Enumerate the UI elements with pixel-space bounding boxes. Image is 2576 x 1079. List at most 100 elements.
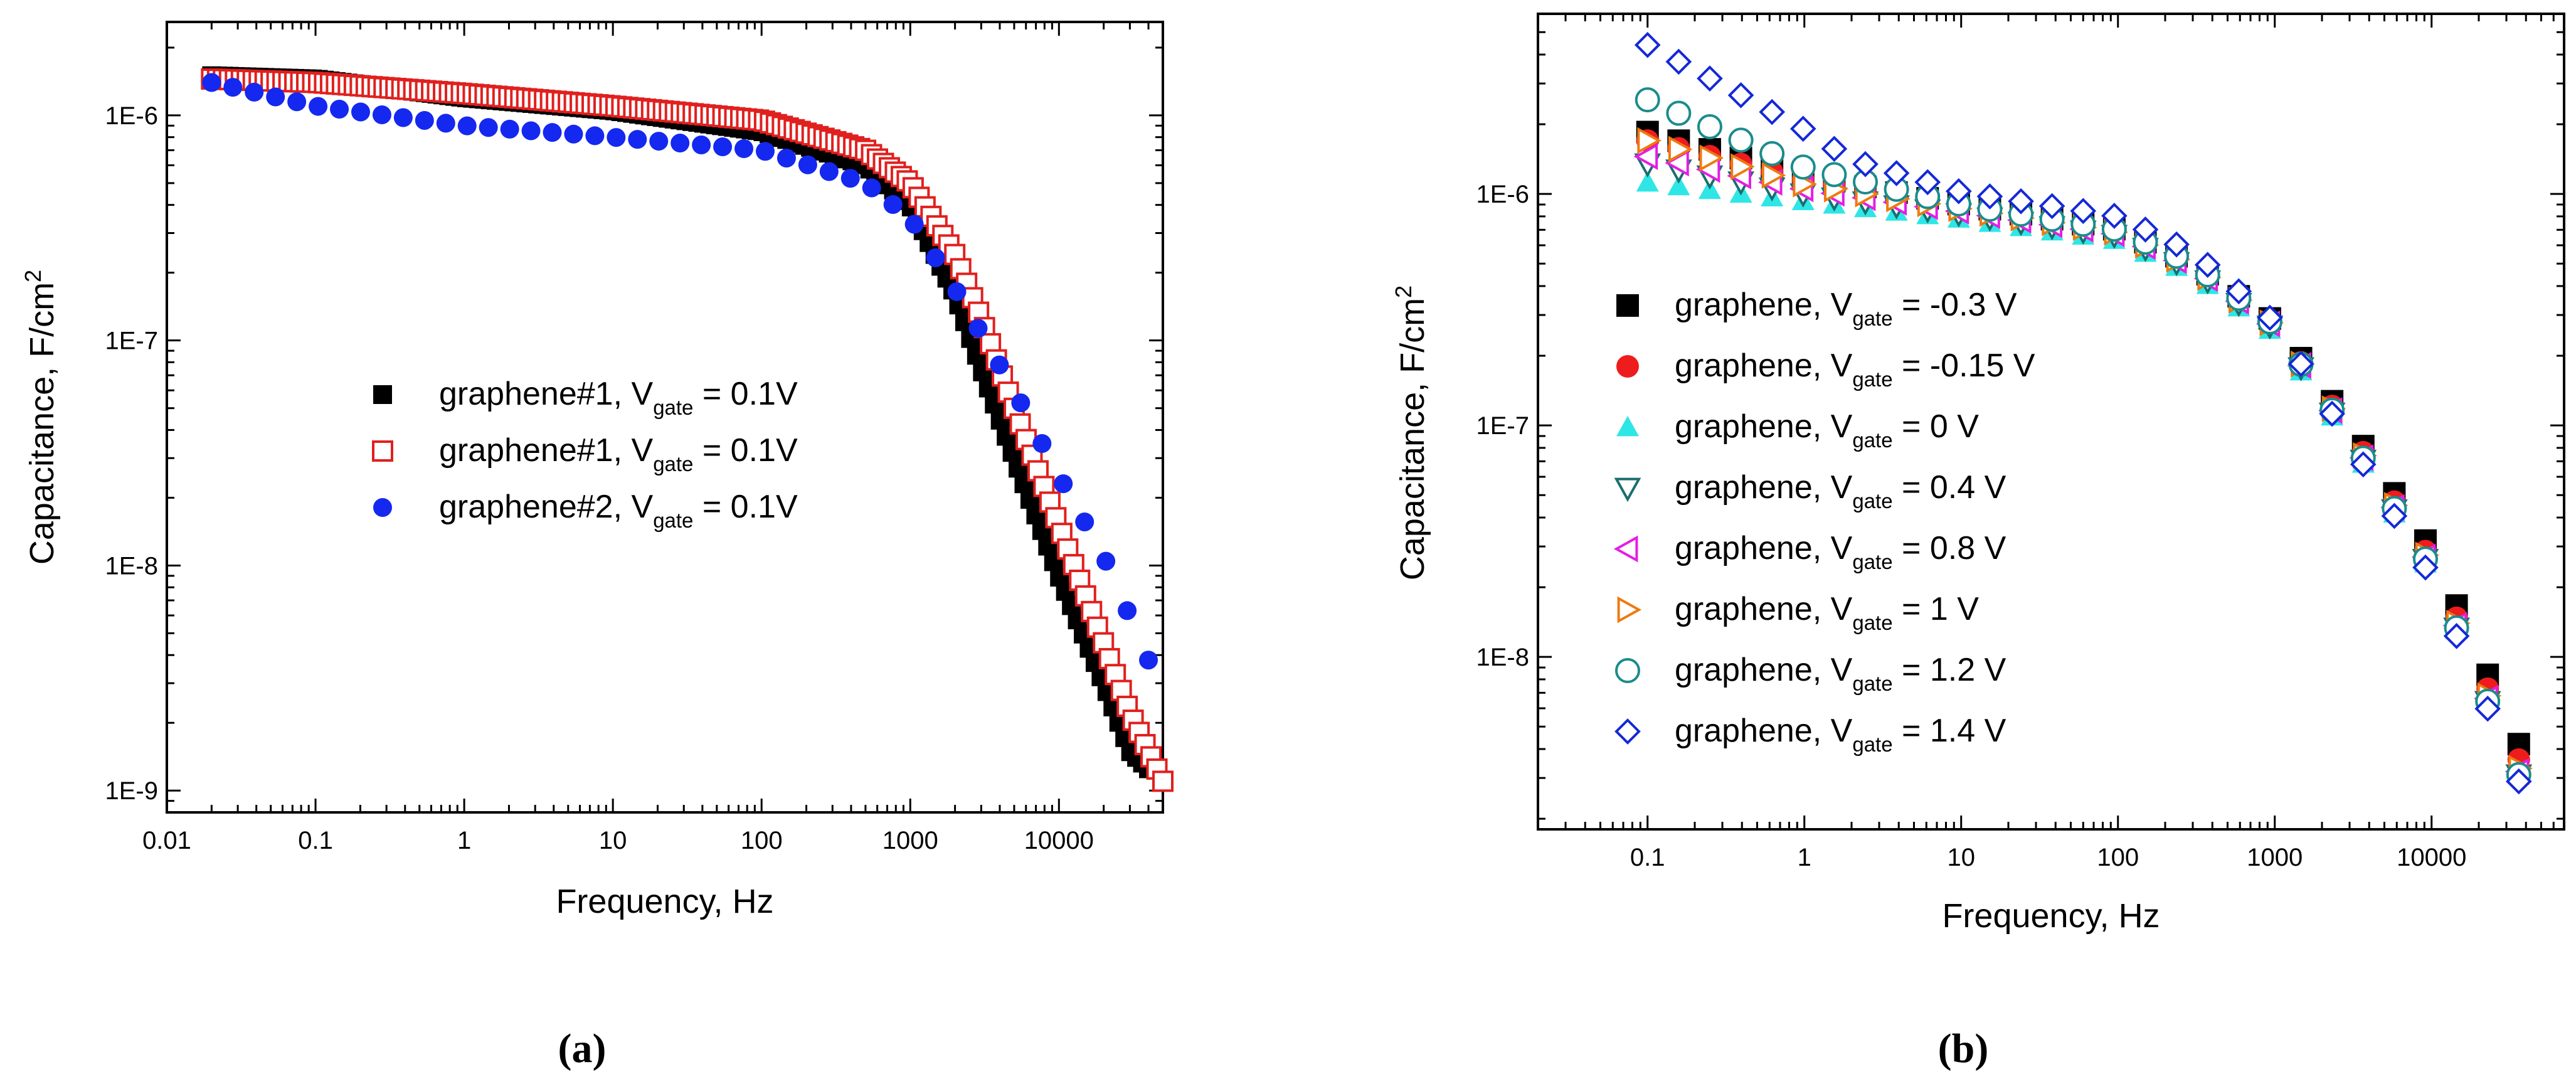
data-point [309, 97, 328, 116]
y-tick-label: 1E-7 [1476, 412, 1530, 440]
data-point [1032, 434, 1052, 454]
panel-a-chart: 0.01 0.1 1 10 100 1000 10000 1E-9 1E-8 1E-7 1E-6 g… [20, 21, 1174, 1071]
series-2-points [201, 68, 1174, 792]
legend-marker-2 [372, 440, 393, 462]
data-point [1096, 551, 1116, 571]
data-point [607, 128, 626, 147]
y-tick-label: 1E-6 [105, 102, 159, 130]
legend-label-7: graphene, Vgate = 1.2 V [1675, 652, 2006, 695]
data-point [1761, 162, 1786, 189]
data-point [1914, 169, 1941, 196]
legend-label-name: graphene#1, V [439, 376, 653, 412]
legend-label-name: graphene, V [1675, 652, 1853, 688]
legend-label-subscript: gate [1852, 489, 1892, 513]
data-point [521, 121, 541, 141]
data-point [1731, 153, 1755, 181]
x-tick-label: 0.1 [1630, 844, 1665, 871]
data-point [1139, 651, 1158, 670]
data-point [1667, 174, 1690, 196]
data-point [798, 155, 817, 174]
panel-a-label: (a) [558, 1026, 607, 1071]
panel-a-data-marks [201, 66, 1174, 792]
data-point [1633, 143, 1658, 171]
data-point [1697, 65, 1723, 92]
legend-label-value: = 0 V [1893, 408, 1980, 445]
x-tick-label: 1000 [2247, 844, 2303, 871]
data-point [2225, 278, 2252, 305]
data-point [2101, 203, 2128, 229]
legend-label-3: graphene, Vgate = 0 V [1675, 408, 1979, 452]
data-point [1759, 98, 1786, 125]
data-point [393, 108, 413, 127]
legend-label-4: graphene, Vgate = 0.4 V [1675, 469, 2006, 513]
data-point [1075, 512, 1095, 531]
data-point [1666, 100, 1692, 126]
legend-label-subscript: gate [1852, 550, 1892, 573]
data-point [1789, 115, 1816, 142]
legend-label-value: = 0.4 V [1893, 469, 2006, 506]
data-point [436, 114, 455, 133]
panel-a-label-text: (a) [558, 1026, 607, 1071]
x-tick-label: 10000 [1024, 827, 1094, 854]
legend-label-2: graphene, Vgate = -0.15 V [1675, 348, 2035, 391]
legend-label-name: graphene#1, V [439, 432, 653, 469]
data-point [1665, 48, 1692, 75]
series-8-points [1634, 31, 2532, 795]
legend-label-subscript: gate [653, 396, 693, 419]
legend-label-name: graphene, V [1675, 469, 1853, 506]
panel-b-data-marks [1633, 31, 2533, 795]
data-point [1152, 770, 1174, 792]
legend-label-value: = 1.2 V [1893, 652, 2006, 688]
panel-b-chart: 0.1 1 10 100 1000 10000 1E-8 1E-7 1E-6 graphene,… [1391, 13, 2565, 1071]
legend-label-value: = -0.15 V [1893, 348, 2035, 384]
data-point [1883, 160, 1910, 186]
legend-label-5: graphene, Vgate = 0.8 V [1675, 530, 2006, 573]
legend-label-name: graphene, V [1675, 530, 1853, 566]
legend-label-subscript: gate [1852, 733, 1892, 756]
legend-marker-7 [1615, 658, 1640, 683]
legend-label-subscript: gate [1852, 368, 1892, 391]
legend-marker-5 [1613, 535, 1638, 563]
data-point [944, 243, 966, 265]
data-point [223, 78, 243, 97]
data-point [564, 124, 583, 144]
legend-label-subscript: gate [1852, 428, 1892, 452]
data-point [947, 282, 967, 301]
legend-marker-4 [1614, 477, 1641, 502]
data-point [755, 142, 775, 161]
legend-marker-8 [1614, 718, 1641, 745]
data-point [2287, 351, 2314, 377]
legend-marker-2 [1616, 355, 1639, 378]
legend-label-value: = 0.8 V [1893, 530, 2006, 566]
data-point [479, 118, 498, 137]
legend-label-value: = 1.4 V [1893, 713, 2006, 749]
legend-label-name: graphene, V [1675, 591, 1853, 627]
data-point [883, 194, 903, 214]
data-point [1636, 171, 1659, 192]
data-point [1976, 183, 2003, 210]
legend-label-subscript: gate [1852, 307, 1892, 330]
legend-label-8: graphene, Vgate = 1.4 V [1675, 713, 2006, 756]
data-point [202, 73, 221, 92]
legend-label-subscript: gate [1852, 611, 1892, 634]
legend-marker-3 [1616, 416, 1639, 437]
data-point [2070, 198, 2097, 225]
legend-label-2: graphene#1, Vgate = 0.1V [439, 432, 798, 476]
x-tick-label: 1 [1798, 844, 1811, 871]
data-point [1054, 474, 1073, 494]
data-point [2163, 231, 2190, 258]
data-point [330, 100, 349, 119]
y-tick-label: 1E-9 [105, 777, 159, 805]
data-point [1821, 162, 1847, 188]
data-point [2505, 768, 2532, 795]
legend-marker-1 [373, 385, 392, 404]
legend-label-1: graphene, Vgate = -0.3 V [1675, 287, 2017, 330]
data-point [457, 116, 477, 136]
panel-a-y-axis-title-main: Capacitance, F/cm [23, 282, 61, 565]
data-point [2038, 193, 2065, 220]
data-point [1727, 82, 1754, 109]
y-tick-label: 1E-6 [1476, 181, 1530, 208]
panel-a-x-axis-title: Frequency, Hz [556, 883, 773, 920]
x-tick-label: 100 [2097, 844, 2139, 871]
